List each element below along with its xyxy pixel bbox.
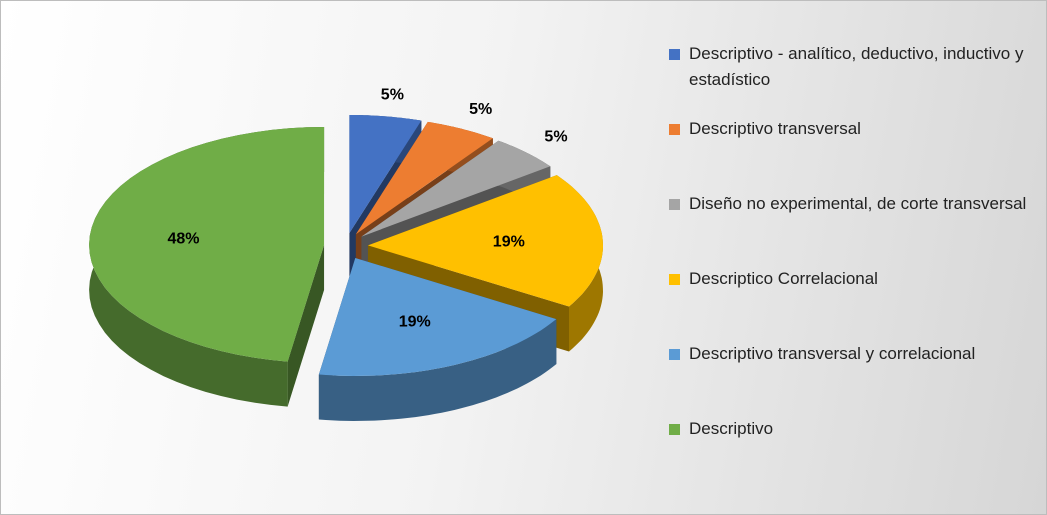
legend: Descriptivo - analítico, deductivo, indu… [669,41,1039,491]
slice [355,121,493,235]
legend-swatch [669,49,680,60]
legend-label: Diseño no experimental, de corte transve… [689,194,1027,213]
legend-label: Descriptico Correlacional [689,269,878,288]
legend-label: Descriptivo - analítico, deductivo, indu… [689,44,1024,89]
legend-label: Descriptivo transversal y correlacional [689,344,976,363]
slice [89,127,325,362]
slice [349,115,422,233]
legend-item: Descriptivo transversal y correlacional [669,341,1039,416]
legend-swatch [669,199,680,210]
legend-item: Descriptico Correlacional [669,266,1039,341]
data-label: 5% [469,101,492,118]
slice [367,175,603,307]
data-label: 5% [544,129,567,146]
legend-item: Descriptivo [669,416,1039,491]
legend-label: Descriptivo transversal [689,119,861,138]
data-label: 48% [167,231,199,248]
legend-swatch [669,424,680,435]
slice-side [318,319,557,421]
legend-swatch [669,124,680,135]
data-label: 19% [493,233,525,250]
slice [318,257,557,376]
data-label: 5% [381,87,404,104]
slice [361,140,551,237]
pie-area: 5% 5% 5% 19% 19% 48% [89,87,603,421]
legend-label: Descriptivo [689,419,774,438]
legend-swatch [669,274,680,285]
legend-swatch [669,349,680,360]
legend-item: Descriptivo - analítico, deductivo, indu… [669,41,1039,116]
slice-side [287,244,325,407]
legend-item: Descriptivo transversal [669,116,1039,191]
data-label: 19% [399,313,431,330]
legend-item: Diseño no experimental, de corte transve… [669,191,1039,266]
